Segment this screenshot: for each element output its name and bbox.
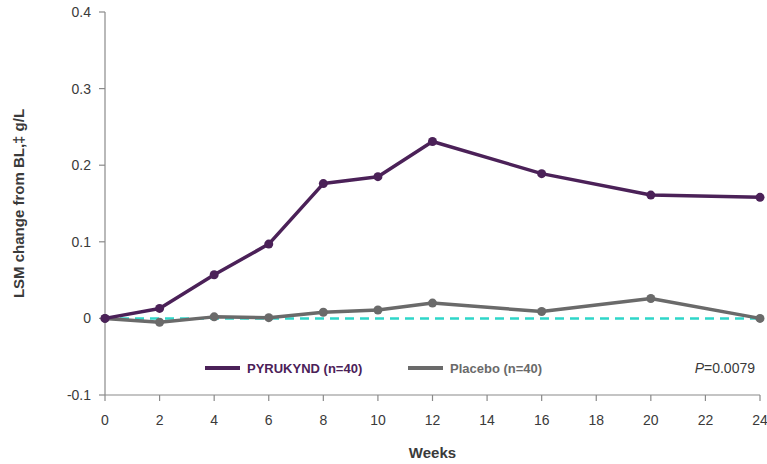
series-point <box>155 304 164 313</box>
series-point <box>428 137 437 146</box>
x-tick <box>759 395 760 401</box>
x-tick-label: 14 <box>479 412 495 428</box>
series-line <box>105 141 760 318</box>
y-tick-label: 0.3 <box>72 81 92 97</box>
x-tick <box>268 395 269 401</box>
x-tick-label: 4 <box>210 412 218 428</box>
series-point <box>646 191 655 200</box>
x-tick-label: 2 <box>156 412 164 428</box>
x-tick <box>541 395 542 401</box>
x-tick-label: 18 <box>588 412 604 428</box>
series-point <box>210 270 219 279</box>
x-tick <box>596 395 597 401</box>
series-point <box>101 314 110 323</box>
series-point <box>101 314 110 323</box>
legend-swatch <box>408 366 443 370</box>
chart-root: -0.100.10.20.30.4024681012141618202224LS… <box>0 0 767 464</box>
series-point <box>646 294 655 303</box>
y-tick-label: -0.1 <box>67 387 91 403</box>
plot-area <box>101 137 765 327</box>
x-tick <box>214 395 215 401</box>
y-tick <box>99 394 105 395</box>
x-tick-label: 10 <box>370 412 386 428</box>
x-tick <box>159 395 160 401</box>
series-point <box>373 305 382 314</box>
x-tick-label: 0 <box>101 412 109 428</box>
x-tick <box>432 395 433 401</box>
y-tick-label: 0.1 <box>72 234 92 250</box>
y-axis-label: LSM change from BL,‡ g/L <box>10 109 27 298</box>
chart: -0.100.10.20.30.4024681012141618202224LS… <box>0 0 767 464</box>
x-tick-label: 8 <box>319 412 327 428</box>
annotation-part: =0.0079 <box>704 360 755 376</box>
legend-swatch <box>205 366 240 370</box>
x-tick <box>323 395 324 401</box>
x-tick <box>705 395 706 401</box>
series-point <box>756 193 765 202</box>
series-point <box>264 313 273 322</box>
series-point <box>264 240 273 249</box>
series-point <box>428 299 437 308</box>
legend-label: Placebo (n=40) <box>450 361 542 376</box>
y-tick-label: 0.2 <box>72 157 92 173</box>
y-tick-label: 0.4 <box>72 4 92 20</box>
series-point <box>537 307 546 316</box>
legend-label: PYRUKYND (n=40) <box>247 361 362 376</box>
y-tick-label: 0 <box>83 310 91 326</box>
series-point <box>373 172 382 181</box>
series-point <box>319 179 328 188</box>
x-tick-label: 20 <box>643 412 659 428</box>
annotation: P=0.0079 <box>695 360 756 376</box>
y-axis <box>104 12 105 395</box>
x-tick <box>377 395 378 401</box>
x-axis-label: Weeks <box>409 444 456 461</box>
x-tick <box>104 395 105 401</box>
series-point <box>319 308 328 317</box>
y-tick <box>99 11 105 12</box>
x-tick <box>650 395 651 401</box>
x-tick <box>486 395 487 401</box>
y-tick <box>99 241 105 242</box>
x-tick-label: 22 <box>698 412 714 428</box>
series-line <box>105 298 760 322</box>
series-point <box>210 312 219 321</box>
y-tick <box>99 165 105 166</box>
x-tick-label: 24 <box>752 412 767 428</box>
x-tick-label: 16 <box>534 412 550 428</box>
series-point <box>155 318 164 327</box>
y-tick <box>99 88 105 89</box>
x-tick-label: 6 <box>265 412 273 428</box>
x-tick-label: 12 <box>425 412 441 428</box>
series-point <box>537 169 546 178</box>
series-point <box>756 314 765 323</box>
